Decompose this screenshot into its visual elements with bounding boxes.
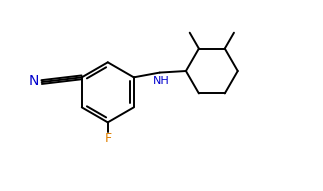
Text: F: F [105, 133, 112, 146]
Text: NH: NH [152, 76, 169, 86]
Text: N: N [29, 74, 39, 88]
